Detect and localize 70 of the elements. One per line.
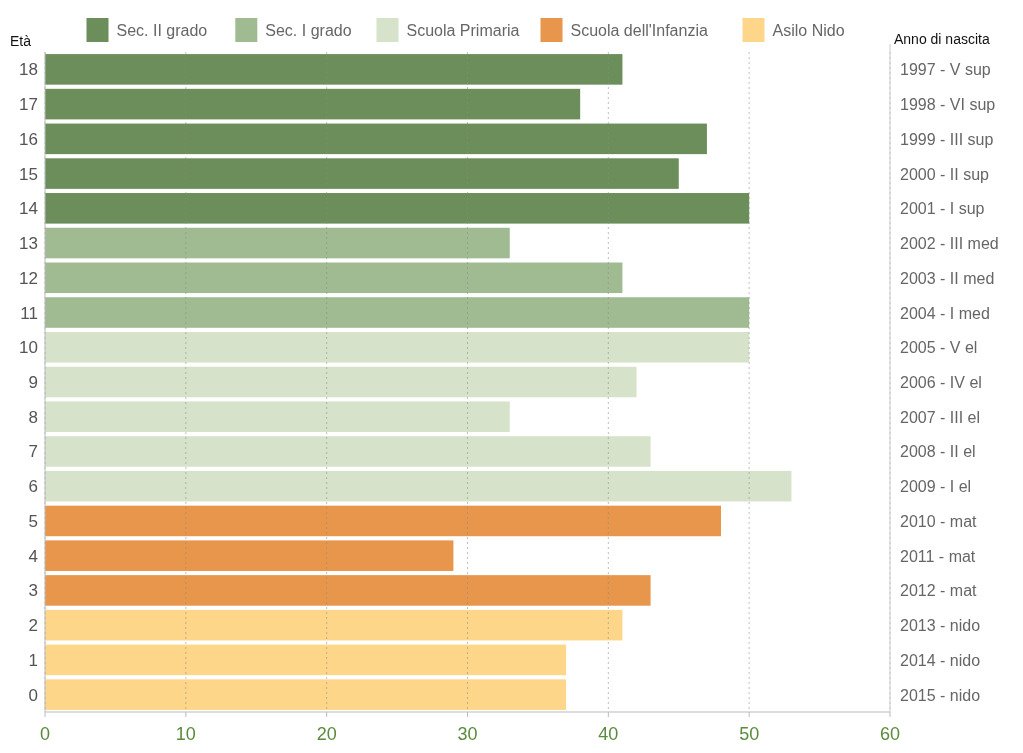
y-tick-label: 1 [28, 650, 38, 670]
bar [45, 609, 623, 641]
bar [45, 401, 510, 433]
y2-tick-label: 2014 - nido [900, 651, 981, 669]
x-tick-label: 50 [739, 724, 760, 744]
y-tick-label: 12 [19, 268, 38, 288]
y2-tick-label: 2002 - III med [900, 235, 999, 253]
y2-tick-label: 2010 - mat [900, 512, 978, 530]
legend-label: Sec. I grado [265, 22, 352, 39]
y2-tick-label: 2004 - I med [900, 304, 990, 322]
y2-tick-label: 2005 - V el [900, 339, 978, 357]
legend-label: Asilo Nido [772, 22, 845, 39]
legend-label: Scuola dell'Infanzia [570, 22, 708, 39]
y-tick-label: 15 [19, 164, 38, 184]
y-tick-label: 10 [19, 338, 38, 358]
y-tick-label: 0 [28, 685, 38, 705]
bar [45, 540, 454, 571]
x-tick-label: 40 [598, 724, 619, 744]
bar [45, 262, 623, 294]
y-tick-label: 17 [19, 95, 38, 115]
x-tick-label: 30 [457, 724, 478, 744]
y-tick-label: 7 [28, 442, 38, 462]
y2-tick-label: 2003 - II med [900, 269, 995, 287]
y2-axis-title: Anno di nascita [894, 31, 990, 47]
bar [45, 193, 750, 224]
y2-tick-label: 1998 - VI sup [900, 96, 996, 114]
y-tick-label: 9 [28, 373, 38, 392]
legend-label: Sec. II grado [116, 22, 208, 39]
y2-tick-label: 2012 - mat [900, 582, 978, 600]
y-tick-label: 6 [28, 477, 38, 497]
bar [45, 644, 567, 676]
y-tick-label: 8 [28, 407, 38, 427]
bar [45, 54, 623, 85]
bar [45, 88, 581, 120]
bar [45, 331, 750, 363]
x-tick-label: 10 [175, 724, 196, 744]
bar [45, 679, 567, 710]
y-tick-label: 13 [19, 234, 38, 254]
y-axis-title: Età [10, 33, 32, 49]
x-tick-label: 60 [879, 724, 901, 744]
y-tick-label: 11 [20, 303, 38, 323]
bar [45, 297, 750, 328]
y2-tick-label: 2001 - I sup [900, 200, 985, 218]
y-tick-label: 4 [28, 546, 38, 566]
bar [45, 505, 721, 537]
y-tick-label: 14 [19, 199, 38, 219]
y-tick-label: 3 [28, 581, 38, 601]
y2-tick-label: 2011 - mat [900, 547, 976, 565]
bar [45, 470, 792, 502]
bar [45, 366, 637, 398]
y2-tick-label: 2015 - nido [900, 686, 981, 704]
y2-tick-label: 2009 - I el [900, 478, 972, 496]
x-tick-label: 20 [316, 724, 337, 744]
y2-tick-label: 2000 - II sup [900, 165, 990, 183]
y-tick-label: 18 [19, 60, 38, 80]
y2-tick-label: 2006 - IV el [900, 374, 982, 391]
y2-tick-label: 2008 - II el [900, 443, 976, 461]
legend-label: Scuola Primaria [406, 22, 520, 39]
bar [45, 436, 651, 467]
y2-tick-label: 2007 - III el [900, 408, 981, 426]
y2-tick-label: 2013 - nido [900, 617, 981, 635]
y-tick-label: 5 [28, 511, 38, 531]
bar [45, 227, 510, 259]
y-tick-label: 2 [28, 616, 38, 636]
y2-tick-label: 1997 - V sup [900, 61, 991, 79]
y-tick-label: 16 [19, 129, 38, 149]
bar [45, 158, 679, 189]
y2-tick-label: 1999 - III sup [900, 130, 994, 148]
bar [45, 575, 651, 606]
bar [45, 123, 707, 155]
